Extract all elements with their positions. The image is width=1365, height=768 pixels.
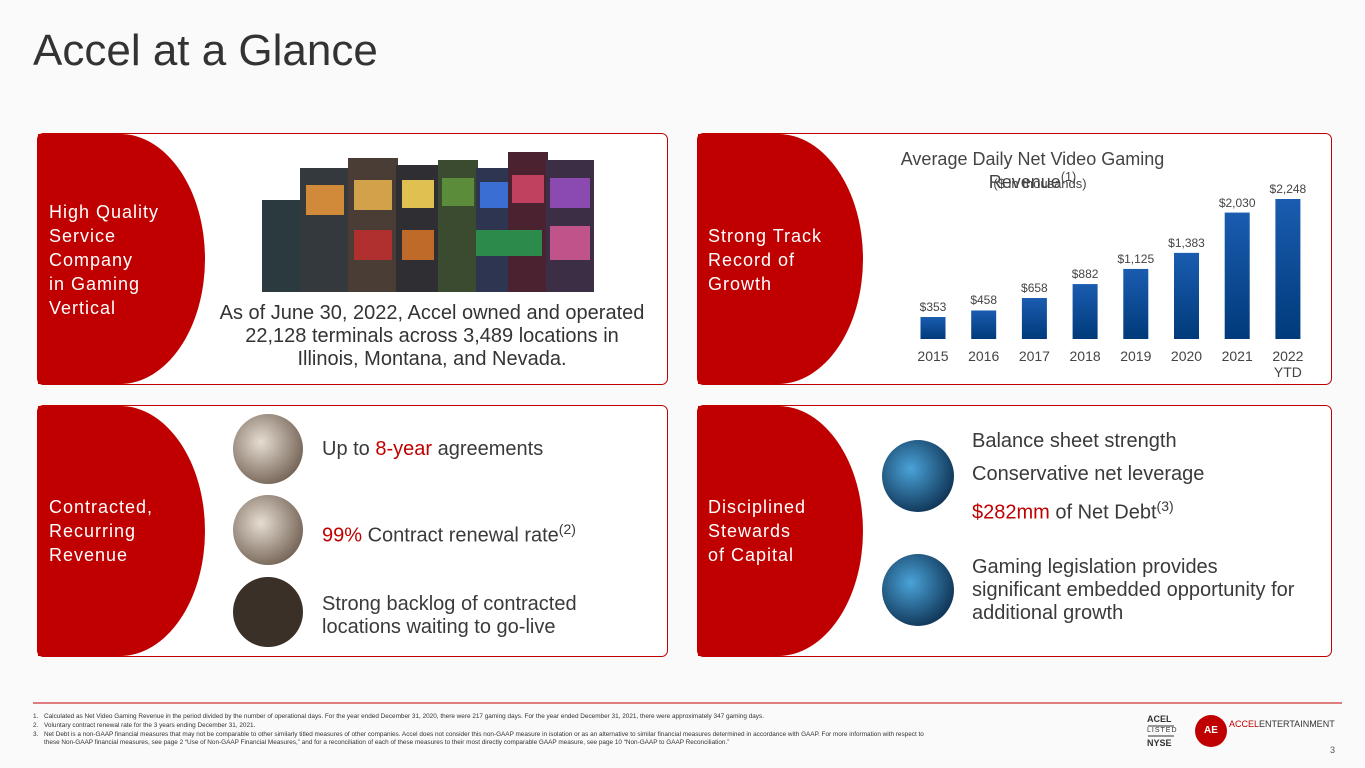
brand-suffix: ENTERTAINMENT — [1259, 719, 1335, 729]
logo-brand: ACCELENTERTAINMENT — [1229, 719, 1335, 729]
footnote-ref: (1) — [1060, 170, 1077, 184]
footnote-text: Calculated as Net Video Gaming Revenue i… — [44, 713, 764, 720]
text: Up to — [322, 438, 376, 460]
footnote-number: 3. — [33, 731, 39, 738]
label-line: Strong Track — [708, 226, 823, 246]
label-line: Vertical — [49, 298, 117, 318]
footnote: 1. Calculated as Net Video Gaming Revenue… — [33, 713, 764, 720]
value-label: $2,030 — [1218, 195, 1256, 210]
label-line: in Gaming — [49, 274, 141, 294]
bar — [1224, 212, 1250, 339]
x-tick-label: 2018 — [1069, 348, 1101, 364]
value-label: $458 — [970, 293, 998, 308]
value-label: $2,248 — [1269, 182, 1307, 196]
x-tick-label: 2021 — [1221, 348, 1253, 364]
bullet: Gaming legislation provides significant … — [972, 556, 1295, 624]
label-line: Company — [49, 250, 134, 270]
panel-accents — [38, 134, 863, 656]
label-line: Service — [49, 226, 117, 246]
footnote-number: 2. — [33, 722, 39, 729]
panel-label: Strong Track Record of Growth — [708, 224, 822, 296]
label-line: High Quality — [49, 202, 160, 222]
label-line: Disciplined — [708, 497, 807, 517]
label-line: Revenue — [49, 545, 129, 565]
chart-subtitle: ($ in thousands) — [993, 176, 1087, 191]
bar — [1275, 199, 1301, 339]
footnote-ref: (3) — [1156, 498, 1174, 514]
panel-text: As of June 30, 2022, Accel owned and ope… — [219, 302, 645, 370]
logo-mark-text: AE — [1204, 725, 1218, 736]
value-label: $1,383 — [1168, 235, 1205, 250]
bar — [920, 317, 946, 339]
bullet: Conservative net leverage — [972, 463, 1205, 485]
panel-label: Disciplined Stewards of Capital — [708, 495, 806, 567]
bar — [1174, 252, 1199, 339]
bullet: Balance sheet strength — [972, 430, 1177, 452]
x-tick-label: 2017 — [1018, 348, 1050, 364]
bullet: $282mm of Net Debt(3) — [972, 495, 1174, 525]
x-tick-label: 2019 — [1120, 348, 1152, 364]
footnote: 3. Net Debt is a non-GAAP financial measu… — [33, 731, 924, 738]
bar — [1123, 268, 1149, 339]
chart-title-text: Average Daily Net Video Gaming Revenue — [900, 149, 1165, 192]
icon-images — [233, 414, 954, 647]
bar — [1072, 284, 1098, 339]
label-line: of Capital — [708, 545, 795, 565]
bullet: Up to 8-year agreements — [322, 438, 543, 461]
label-line: Contracted, — [49, 497, 154, 517]
x-tick-label: 2022 YTD — [1272, 348, 1304, 380]
logo-listed: LISTED — [1147, 727, 1178, 734]
brand: ACCEL — [1229, 719, 1260, 729]
footnote-text: these Non-GAAP financial measures, see p… — [44, 739, 730, 746]
footnote-text: Voluntary contract renewal rate for the … — [44, 722, 256, 729]
text: agreements — [432, 438, 544, 460]
label-line: Recurring — [49, 521, 137, 541]
label-line: Stewards — [708, 521, 792, 541]
bar — [971, 310, 997, 339]
bullet: 99% Contract renewal rate(2) — [322, 518, 576, 548]
highlight: 99% — [322, 524, 363, 547]
panel-label: Contracted, Recurring Revenue — [49, 495, 153, 567]
slide-title: Accel at a Glance — [33, 26, 378, 75]
label-line: Record of — [708, 250, 796, 270]
value-label: $882 — [1071, 267, 1099, 282]
bullet: Strong backlog of contracted locations w… — [322, 593, 577, 638]
page-number: 3 — [1330, 745, 1336, 755]
x-tick-label: 2015 — [917, 348, 949, 364]
bar — [1021, 298, 1047, 339]
logo-ticker: ACEL — [1147, 714, 1172, 724]
value-label: $1,125 — [1117, 251, 1155, 266]
footnote-text: Net Debt is a non-GAAP financial measure… — [44, 731, 924, 738]
highlight: $282mm — [972, 501, 1050, 524]
footnote: 2. Voluntary contract renewal rate for th… — [33, 722, 255, 729]
label-line: Growth — [708, 274, 773, 294]
bar-chart — [920, 199, 1301, 339]
panel-label: High Quality Service Company in Gaming Verti… — [49, 200, 159, 320]
slot-machines-image — [262, 152, 594, 292]
x-tick-label: 2020 — [1170, 348, 1203, 364]
footnote-number: 1. — [33, 713, 39, 720]
chart-title: Average Daily Net Video Gaming Revenue(1… — [860, 149, 1205, 193]
highlight: 8-year — [375, 438, 433, 460]
value-label: $658 — [1021, 281, 1048, 296]
text: of Net Debt — [1049, 501, 1157, 524]
footnote: these Non-GAAP financial measures, see p… — [33, 739, 729, 746]
value-label: $353 — [919, 300, 947, 315]
text: Contract renewal rate — [362, 524, 559, 547]
logo-mark — [1195, 715, 1227, 747]
logo-exchange: NYSE — [1147, 738, 1172, 748]
x-tick-label: 2016 — [968, 348, 1000, 364]
footnote-ref: (2) — [558, 521, 576, 537]
